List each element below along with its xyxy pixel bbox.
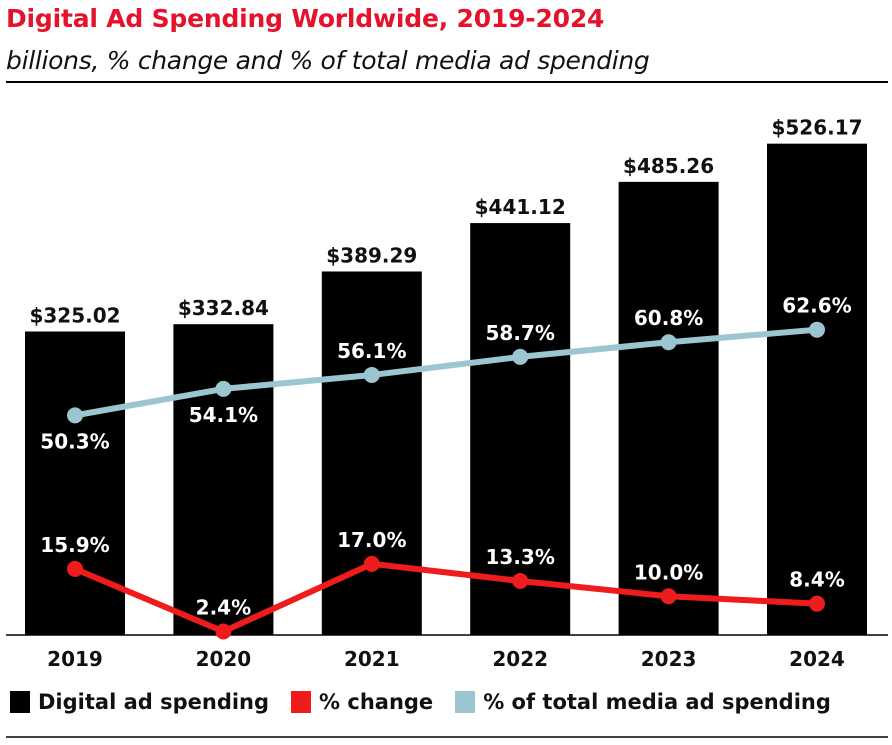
change-label-2019: 15.9% <box>40 533 109 557</box>
change-point-2023 <box>660 588 677 605</box>
bar-2021 <box>321 271 422 635</box>
bar-value-label-2021: $389.29 <box>326 243 417 267</box>
bar-2022 <box>470 223 571 635</box>
share-label-2022: 58.7% <box>486 321 555 345</box>
chart-title: Digital Ad Spending Worldwide, 2019-2024 <box>6 4 605 33</box>
share-label-2024: 62.6% <box>782 294 851 318</box>
change-line <box>72 560 820 635</box>
change-point-2024 <box>809 595 825 612</box>
share-line-series: 50.3% 54.1% 56.1% 58.7% 60.8% 62.6% <box>40 294 851 454</box>
x-tick-2021: 2021 <box>344 647 400 671</box>
bar-2019 <box>25 331 125 635</box>
change-point-2022 <box>512 572 529 589</box>
bar-2020 <box>173 324 274 635</box>
bar-value-label-2019: $325.02 <box>29 303 120 327</box>
share-point-2020 <box>215 380 232 397</box>
x-tick-2023: 2023 <box>641 647 697 671</box>
change-label-2022: 13.3% <box>486 545 555 569</box>
legend-swatch-black <box>10 691 30 713</box>
bar-value-label-2023: $485.26 <box>623 154 714 178</box>
share-point-2022 <box>512 348 529 365</box>
legend-swatch-lightblue <box>455 691 476 713</box>
x-tick-2024: 2024 <box>789 647 845 671</box>
share-point-2024 <box>809 321 825 338</box>
share-line <box>72 326 820 419</box>
legend-label: % of total media ad spending <box>483 690 831 714</box>
change-point-2020 <box>215 623 232 640</box>
share-point-2023 <box>660 334 677 351</box>
legend-item-percent-change: % change <box>291 690 433 714</box>
share-point-2021 <box>363 366 380 383</box>
share-label-2020: 54.1% <box>189 403 258 427</box>
x-axis-ticks: 2019 2020 2021 2022 2023 2024 <box>47 647 845 671</box>
change-point-2021 <box>363 555 380 572</box>
change-point-2019 <box>67 560 83 577</box>
bar-value-label-2022: $441.12 <box>475 195 566 219</box>
bar-value-label-2020: $332.84 <box>178 296 269 320</box>
change-line-series: 15.9% 2.4% 17.0% 13.3% 10.0% 8.4% <box>40 528 845 640</box>
legend-label: Digital ad spending <box>38 690 270 714</box>
share-label-2023: 60.8% <box>634 306 703 330</box>
x-tick-2020: 2020 <box>196 647 252 671</box>
change-label-2020: 2.4% <box>196 595 251 619</box>
bar-value-labels: $325.02 $332.84 $389.29 $441.12 $485.26 $526.… <box>29 116 862 328</box>
change-label-2023: 10.0% <box>634 560 703 584</box>
share-label-2019: 50.3% <box>40 429 109 453</box>
chart-subtitle: billions, % change and % of total media … <box>6 46 650 75</box>
legend-item-share-of-total: % of total media ad spending <box>455 690 831 714</box>
legend-item-digital-ad-spending: Digital ad spending <box>10 690 269 714</box>
bar-value-label-2024: $526.17 <box>771 116 862 140</box>
change-label-2021: 17.0% <box>337 528 406 552</box>
bar-series <box>25 143 867 636</box>
share-point-2019 <box>67 407 83 424</box>
bar-2024 <box>767 143 867 635</box>
bar-2023 <box>618 181 719 636</box>
x-tick-2022: 2022 <box>492 647 548 671</box>
legend-swatch-red <box>291 691 312 713</box>
change-label-2024: 8.4% <box>789 568 844 592</box>
legend-label: % change <box>319 690 434 714</box>
share-label-2021: 56.1% <box>337 339 406 363</box>
x-tick-2019: 2019 <box>47 647 103 671</box>
chart-legend: Digital ad spending % change % of total … <box>10 690 853 714</box>
